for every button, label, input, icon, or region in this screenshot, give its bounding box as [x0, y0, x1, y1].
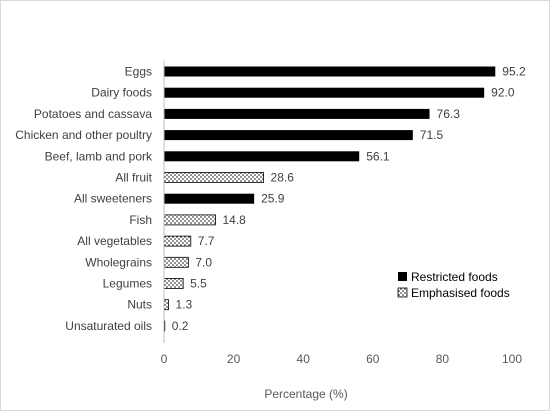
legend: Restricted foods Emphasised foods	[397, 270, 510, 300]
x-tick-label-20: 20	[227, 352, 241, 366]
value-label-all-fruit: 28.6	[271, 171, 295, 185]
bar-fish	[163, 214, 216, 226]
bars	[163, 66, 496, 332]
category-label-fish: Fish	[129, 213, 152, 227]
category-label-nuts: Nuts	[127, 298, 152, 312]
x-tick-label-100: 100	[502, 352, 522, 366]
value-label-dairy-foods: 92.0	[491, 86, 515, 100]
bar-wholegrains	[163, 256, 189, 268]
category-label-legumes: Legumes	[103, 277, 152, 291]
value-labels: 95.2 92.0 76.3 71.5 56.1 28.6 25.9 14.8 7.7 7.0 5.…	[172, 65, 526, 333]
bar-all-sweeteners	[164, 193, 255, 204]
x-tick-label-60: 60	[366, 352, 380, 366]
x-tick-labels: 0 20 40 60 80 100	[161, 352, 523, 366]
x-axis-title: Percentage (%)	[264, 387, 347, 401]
bar-nuts	[163, 299, 169, 311]
value-label-all-sweeteners: 25.9	[261, 192, 285, 206]
category-label-potatoes-and-cassava: Potatoes and cassava	[34, 107, 152, 121]
value-label-legumes: 5.5	[190, 277, 207, 291]
category-label-all-vegetables: All vegetables	[77, 234, 152, 248]
category-labels: Eggs Dairy foods Potatoes and cassava Chick…	[15, 65, 153, 333]
category-label-all-fruit: All fruit	[115, 171, 152, 185]
bar-legumes	[163, 278, 184, 289]
value-label-wholegrains: 7.0	[195, 255, 212, 269]
bar-all-fruit	[163, 172, 264, 183]
bar-potatoes-and-cassava	[164, 108, 430, 119]
legend-swatch-restricted	[398, 272, 407, 281]
value-label-eggs: 95.2	[502, 65, 526, 79]
bar-chicken-and-other-poultry	[164, 130, 413, 141]
legend-swatch-emphasised	[397, 287, 408, 298]
category-label-beef-lamb-and-pork: Beef, lamb and pork	[45, 149, 153, 163]
category-label-eggs: Eggs	[125, 65, 152, 79]
value-label-fish: 14.8	[223, 213, 247, 227]
legend-label-restricted: Restricted foods	[411, 270, 498, 284]
category-label-chicken-and-other-poultry: Chicken and other poultry	[15, 128, 152, 142]
value-label-nuts: 1.3	[176, 298, 193, 312]
x-tick-label-40: 40	[297, 352, 311, 366]
value-label-all-vegetables: 7.7	[198, 234, 215, 248]
bar-eggs	[164, 66, 496, 77]
bar-dairy-foods	[164, 87, 485, 98]
category-label-dairy-foods: Dairy foods	[91, 86, 152, 100]
value-label-chicken-and-other-poultry: 71.5	[420, 128, 444, 142]
value-label-beef-lamb-and-pork: 56.1	[366, 149, 390, 163]
bar-all-vegetables	[163, 235, 192, 247]
category-label-all-sweeteners: All sweeteners	[74, 192, 152, 206]
x-tick-label-0: 0	[161, 352, 168, 366]
value-label-unsaturated-oils: 0.2	[172, 319, 189, 333]
category-label-wholegrains: Wholegrains	[85, 255, 152, 269]
bar-beef-lamb-and-pork	[164, 151, 360, 162]
x-tick-label-80: 80	[436, 352, 450, 366]
category-label-unsaturated-oils: Unsaturated oils	[65, 319, 152, 333]
legend-label-emphasised: Emphasised foods	[411, 286, 510, 300]
value-label-potatoes-and-cassava: 76.3	[437, 107, 461, 121]
